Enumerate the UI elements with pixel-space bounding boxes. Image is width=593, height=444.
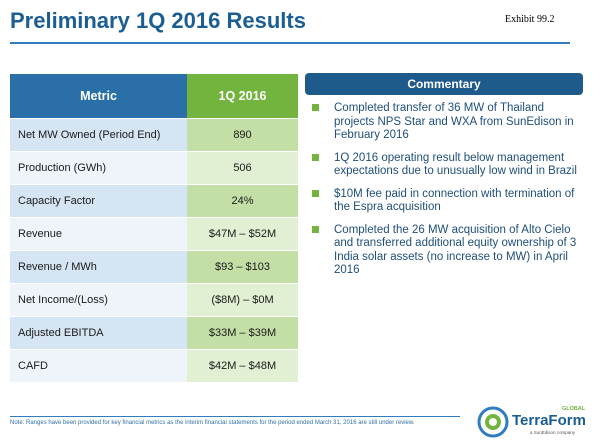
metric-name: Net MW Owned (Period End) (10, 118, 187, 152)
bullet-marker (312, 225, 319, 233)
table-row: Net MW Owned (Period End) 890 (10, 118, 298, 152)
metric-value: $93 – $103 (187, 250, 298, 284)
footer-rule (10, 416, 460, 417)
metric-value: 506 (187, 151, 298, 185)
logo-tagline: a SunEdison company (530, 430, 576, 435)
commentary-list: Completed transfer of 36 MW of Thailand … (310, 102, 580, 287)
exhibit-label: Exhibit 99.2 (505, 14, 555, 25)
metric-value: ($8M) – $0M (187, 283, 298, 317)
title-rule (10, 42, 570, 44)
header-row: Metric 1Q 2016 (10, 74, 298, 119)
bullet-item: $10M fee paid in connection with termina… (310, 188, 580, 215)
table-row: Revenue / MWh $93 – $103 (10, 250, 298, 284)
footer-note: Note: Ranges have been provided for key … (10, 420, 415, 426)
metrics-table: Metric 1Q 2016 Net MW Owned (Period End) 8… (10, 74, 298, 383)
metric-name: Revenue (10, 217, 187, 251)
metric-name: CAFD (10, 349, 187, 383)
metric-name: Adjusted EBITDA (10, 316, 187, 350)
bullet-marker (312, 189, 319, 197)
bullet-item: Completed transfer of 36 MW of Thailand … (310, 102, 580, 143)
logo-text: TerraForm (512, 412, 586, 429)
logo-sub: GLOBAL (562, 406, 586, 412)
table-row: Adjusted EBITDA $33M – $39M (10, 316, 298, 350)
bullet-text: 1Q 2016 operating result below managemen… (334, 151, 577, 178)
table-row: Net Income/(Loss) ($8M) – $0M (10, 283, 298, 317)
commentary-header: Commentary (305, 73, 583, 95)
metric-name: Revenue / MWh (10, 250, 187, 284)
bullet-marker (312, 153, 319, 161)
bullet-text: $10M fee paid in connection with termina… (334, 187, 575, 214)
table-row: Revenue $47M – $52M (10, 217, 298, 251)
metric-value: 24% (187, 184, 298, 218)
logo-icon (477, 406, 509, 438)
bullet-item: Completed the 26 MW acquisition of Alto … (310, 224, 580, 278)
metric-name: Production (GWh) (10, 151, 187, 185)
metric-value: $42M – $48M (187, 349, 298, 383)
column-header: Metric (10, 74, 187, 119)
metric-value: 890 (187, 118, 298, 152)
column-header: 1Q 2016 (187, 74, 298, 119)
table-row: CAFD $42M – $48M (10, 349, 298, 383)
bullet-item: 1Q 2016 operating result below managemen… (310, 152, 580, 179)
bullet-text: Completed the 26 MW acquisition of Alto … (334, 223, 577, 277)
bullet-marker (312, 104, 319, 111)
metric-value: $47M – $52M (187, 217, 298, 251)
table-row: Production (GWh) 506 (10, 151, 298, 185)
table-row: Capacity Factor 24% (10, 184, 298, 218)
metric-name: Net Income/(Loss) (10, 283, 187, 317)
metric-value: $33M – $39M (187, 316, 298, 350)
metric-name: Capacity Factor (10, 184, 187, 218)
title: Preliminary 1Q 2016 Results (10, 8, 306, 33)
bullet-text: Completed transfer of 36 MW of Thailand … (334, 102, 574, 141)
